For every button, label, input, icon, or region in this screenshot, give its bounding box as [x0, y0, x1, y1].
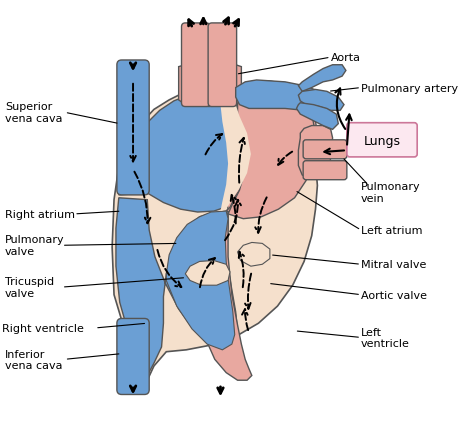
Text: Lungs: Lungs — [364, 135, 401, 148]
Text: Mitral valve: Mitral valve — [361, 260, 427, 270]
Text: Left atrium: Left atrium — [361, 225, 423, 236]
Text: Pulmonary artery: Pulmonary artery — [361, 83, 458, 93]
Polygon shape — [185, 261, 230, 285]
FancyBboxPatch shape — [303, 161, 347, 180]
Polygon shape — [297, 104, 338, 130]
Text: Superior
vena cava: Superior vena cava — [5, 102, 62, 124]
Polygon shape — [166, 212, 235, 350]
FancyBboxPatch shape — [303, 141, 347, 159]
FancyBboxPatch shape — [347, 124, 417, 158]
FancyBboxPatch shape — [208, 24, 237, 107]
Text: Inferior
vena cava: Inferior vena cava — [5, 349, 62, 370]
Polygon shape — [299, 90, 344, 111]
Text: Pulmonary
vein: Pulmonary vein — [361, 182, 421, 203]
Text: Right atrium: Right atrium — [5, 210, 75, 219]
Polygon shape — [119, 94, 262, 213]
Text: Aortic valve: Aortic valve — [361, 290, 427, 300]
FancyBboxPatch shape — [117, 61, 149, 196]
Text: Aorta: Aorta — [331, 53, 361, 63]
Polygon shape — [226, 94, 297, 214]
Text: Pulmonary
valve: Pulmonary valve — [5, 235, 64, 256]
Text: Left
ventricle: Left ventricle — [361, 327, 410, 348]
Polygon shape — [116, 199, 237, 376]
Polygon shape — [226, 82, 318, 216]
Text: Tricuspid
valve: Tricuspid valve — [5, 276, 54, 298]
Polygon shape — [112, 88, 318, 380]
Polygon shape — [236, 81, 327, 113]
Polygon shape — [179, 66, 241, 107]
Polygon shape — [220, 96, 251, 212]
FancyBboxPatch shape — [117, 319, 149, 394]
Polygon shape — [204, 86, 316, 380]
FancyBboxPatch shape — [182, 24, 210, 107]
Polygon shape — [299, 126, 333, 179]
Polygon shape — [237, 243, 270, 267]
Polygon shape — [299, 66, 346, 92]
Text: Right ventricle: Right ventricle — [2, 323, 84, 333]
